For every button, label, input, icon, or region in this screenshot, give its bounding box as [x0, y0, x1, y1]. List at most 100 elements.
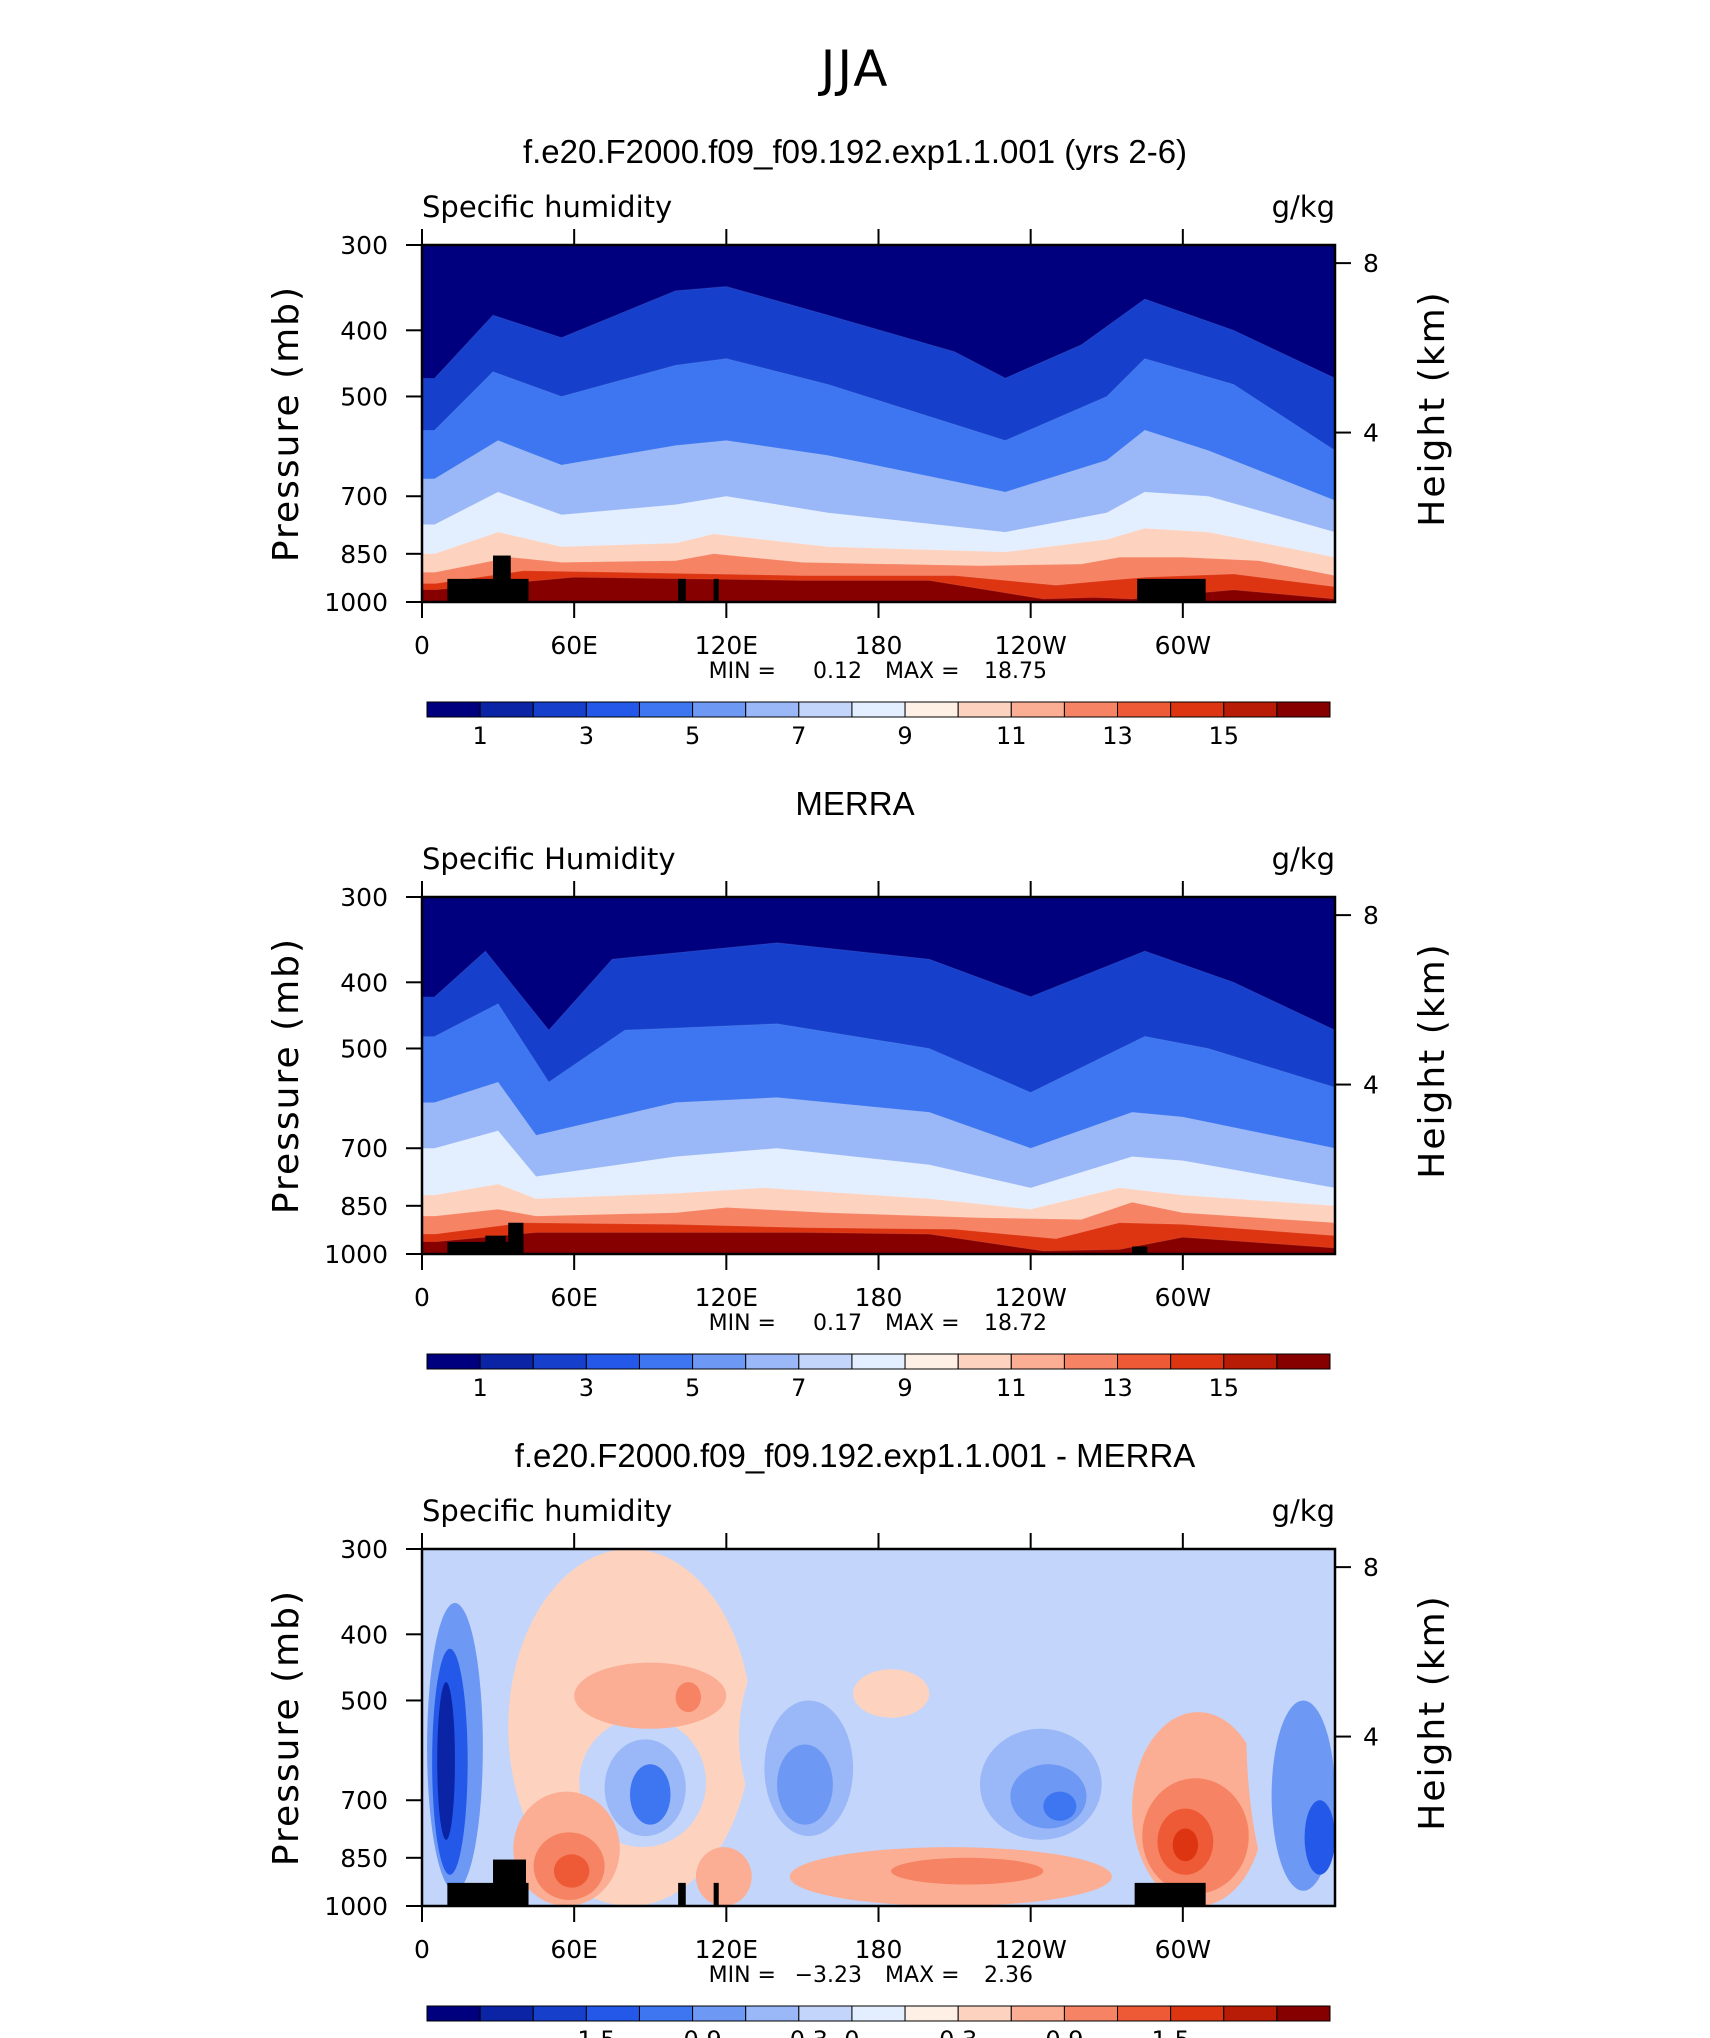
contour-region [891, 1857, 1044, 1885]
colorbar-box [1063, 701, 1119, 718]
colorbar-box [957, 1353, 1012, 1370]
colorbar-box [692, 701, 747, 718]
topography-block [1134, 1882, 1206, 1906]
colorbar-box [479, 2005, 534, 2022]
max-label: MAX = [885, 1311, 960, 1336]
min-value: −3.23 [795, 1963, 862, 1988]
y-tick-label: 500 [340, 1034, 388, 1063]
colorbar-box [1063, 2005, 1119, 2022]
colorbar-box [1063, 1353, 1119, 1370]
plot-area [422, 897, 1335, 1254]
y-tick-label: 850 [340, 1844, 388, 1873]
topography-block [713, 1882, 719, 1906]
contour-line [434, 1201, 1335, 1224]
chart-panel-obs: Specific Humidity g/kg 0 60E 120E 180 120W 60W 3… [266, 842, 1453, 1402]
y-tick-label: 700 [340, 1134, 388, 1163]
colorbar-tick-label: 0 [844, 2026, 859, 2038]
colorbar-box [1223, 2005, 1278, 2022]
colorbar-box [692, 1353, 747, 1370]
colorbar-tick-label: 9 [897, 722, 912, 750]
colorbar-box [638, 1353, 694, 1370]
colorbar-box [1010, 1353, 1065, 1370]
colorbar-box [585, 2005, 640, 2022]
colorbar-box [479, 701, 534, 718]
x-tick-label: 0 [414, 631, 430, 660]
colorbar-tick-label: 1.5 [1152, 2026, 1190, 2038]
y2-axis-label: Height (km) [1412, 1594, 1453, 1830]
min-value: 0.17 [813, 1311, 862, 1336]
y-axis-label: Pressure (mb) [266, 937, 307, 1214]
y-tick-label: 850 [340, 1192, 388, 1221]
contour-line [434, 553, 1335, 577]
colorbar-tick-label: −0.9 [663, 2026, 721, 2038]
y-tick-label: 700 [340, 1786, 388, 1815]
y-axis-label: Pressure (mb) [266, 285, 307, 562]
y-tick-label: 1000 [324, 588, 388, 617]
max-label: MAX = [885, 659, 960, 684]
colorbar-tick-label: 1 [472, 1374, 487, 1402]
colorbar-box [1117, 1353, 1172, 1370]
x-tick-label: 0 [414, 1935, 430, 1964]
x-tick-label: 60W [1155, 1935, 1212, 1964]
y-tick-label: 300 [340, 1535, 388, 1564]
contour-line [434, 429, 1335, 501]
min-label: MIN = [709, 1311, 776, 1336]
contour-line [434, 570, 1335, 588]
colorbar-box [426, 1353, 481, 1370]
x-tick-label: 60W [1155, 631, 1212, 660]
colorbar-box [798, 701, 853, 718]
colorbar-tick-label: −1.5 [557, 2026, 615, 2038]
colorbar-tick-label: 15 [1208, 722, 1239, 750]
contour-region [1172, 1828, 1199, 1862]
topography-block [713, 578, 719, 602]
colorbar-tick-label: 11 [996, 722, 1027, 750]
min-label: MIN = [709, 659, 776, 684]
colorbar-box [1276, 701, 1331, 718]
y2-axis-label: Height (km) [1412, 942, 1453, 1178]
y-tick-label: 300 [340, 883, 388, 912]
topography-block [1137, 578, 1206, 602]
topography-block [508, 1222, 524, 1254]
contour-region [437, 1682, 455, 1840]
colorbar-box [479, 1353, 534, 1370]
min-value: 0.12 [813, 659, 862, 684]
figure-title: JJA [820, 40, 890, 98]
units-label: g/kg [1272, 1494, 1335, 1528]
min-label: MIN = [709, 1963, 776, 1988]
plot-area [422, 245, 1335, 602]
colorbar-box [532, 701, 587, 718]
colorbar-tick-label: 5 [685, 1374, 700, 1402]
x-tick-label: 120W [994, 1283, 1066, 1312]
colorbar-box [1117, 701, 1172, 718]
colorbar-box [638, 2005, 694, 2022]
plot-area [422, 1549, 1335, 1906]
colorbar-box [904, 701, 959, 718]
contour-region [1043, 1791, 1077, 1821]
contour-region [629, 1764, 671, 1825]
colorbar-box [745, 1353, 800, 1370]
contour-line [434, 527, 1335, 558]
variable-label: Specific Humidity [422, 842, 676, 876]
max-value: 18.72 [984, 1311, 1047, 1336]
colorbar-box [638, 701, 694, 718]
y-axis-label: Pressure (mb) [266, 1589, 307, 1866]
colorbar-box [585, 1353, 640, 1370]
panel-title-model: f.e20.F2000.f09_f09.192.exp1.1.001 (yrs … [522, 133, 1188, 170]
topography-block [447, 578, 529, 602]
contour-line [434, 285, 1335, 379]
x-tick-label: 120E [695, 1283, 759, 1312]
colorbar-box [1010, 2005, 1065, 2022]
contour-region [777, 1744, 833, 1825]
colorbar-box [1170, 1353, 1225, 1370]
topography-block [493, 555, 511, 602]
y2-tick-label: 4 [1363, 1723, 1379, 1752]
y2-tick-label: 8 [1363, 249, 1379, 278]
y-tick-label: 400 [340, 1620, 388, 1649]
colorbar-box [904, 1353, 959, 1370]
colorbar-box [426, 2005, 481, 2022]
colorbar-box [745, 2005, 800, 2022]
topography-block [678, 578, 686, 602]
contour-line [434, 358, 1335, 451]
y-tick-label: 1000 [324, 1892, 388, 1921]
x-tick-label: 180 [855, 1283, 903, 1312]
